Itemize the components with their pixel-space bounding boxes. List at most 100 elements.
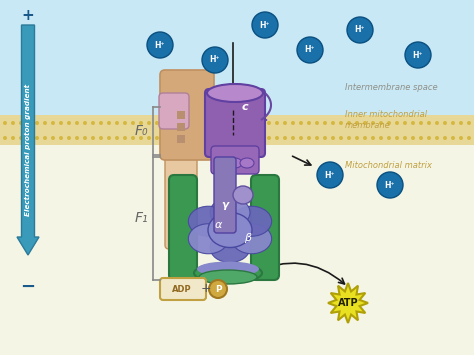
Circle shape xyxy=(179,121,183,125)
FancyBboxPatch shape xyxy=(165,141,197,249)
Text: H⁺: H⁺ xyxy=(385,180,395,190)
Circle shape xyxy=(139,136,143,140)
Ellipse shape xyxy=(194,263,262,283)
Circle shape xyxy=(35,136,39,140)
Circle shape xyxy=(163,121,167,125)
Circle shape xyxy=(323,136,327,140)
Circle shape xyxy=(59,136,63,140)
Bar xyxy=(0,115,474,130)
Circle shape xyxy=(211,136,215,140)
Circle shape xyxy=(83,121,87,125)
Text: H⁺: H⁺ xyxy=(210,55,220,65)
Circle shape xyxy=(323,121,327,125)
Text: H⁺: H⁺ xyxy=(305,45,315,55)
Circle shape xyxy=(3,136,7,140)
Circle shape xyxy=(11,121,15,125)
Circle shape xyxy=(179,136,183,140)
Circle shape xyxy=(347,17,373,43)
Circle shape xyxy=(243,121,247,125)
Circle shape xyxy=(355,136,359,140)
Circle shape xyxy=(59,121,63,125)
Text: H⁺: H⁺ xyxy=(325,170,335,180)
Circle shape xyxy=(283,121,287,125)
Circle shape xyxy=(107,136,111,140)
Ellipse shape xyxy=(228,158,242,168)
Circle shape xyxy=(451,136,455,140)
Circle shape xyxy=(259,121,263,125)
Circle shape xyxy=(243,136,247,140)
Circle shape xyxy=(451,121,455,125)
FancyBboxPatch shape xyxy=(160,70,214,160)
Circle shape xyxy=(187,121,191,125)
Circle shape xyxy=(209,280,227,298)
Circle shape xyxy=(371,121,375,125)
Polygon shape xyxy=(0,0,474,115)
Text: F₀: F₀ xyxy=(134,124,148,138)
Circle shape xyxy=(187,136,191,140)
Circle shape xyxy=(211,121,215,125)
Circle shape xyxy=(51,136,55,140)
Circle shape xyxy=(11,136,15,140)
Circle shape xyxy=(251,136,255,140)
Circle shape xyxy=(171,136,175,140)
Text: γ: γ xyxy=(221,200,228,210)
Ellipse shape xyxy=(207,84,263,102)
Circle shape xyxy=(331,121,335,125)
Circle shape xyxy=(435,121,439,125)
Circle shape xyxy=(203,121,207,125)
FancyBboxPatch shape xyxy=(214,157,236,233)
Ellipse shape xyxy=(232,224,272,254)
Circle shape xyxy=(267,121,271,125)
Circle shape xyxy=(291,121,295,125)
Circle shape xyxy=(91,121,95,125)
FancyArrow shape xyxy=(17,25,39,255)
Circle shape xyxy=(219,136,223,140)
Circle shape xyxy=(35,121,39,125)
Text: α: α xyxy=(214,220,222,230)
Circle shape xyxy=(427,121,431,125)
Circle shape xyxy=(377,172,403,198)
Circle shape xyxy=(347,136,351,140)
Circle shape xyxy=(467,121,471,125)
Circle shape xyxy=(387,136,391,140)
Text: −: − xyxy=(20,278,36,296)
Circle shape xyxy=(163,136,167,140)
Circle shape xyxy=(459,121,463,125)
Ellipse shape xyxy=(233,186,253,204)
Circle shape xyxy=(131,121,135,125)
Circle shape xyxy=(195,121,199,125)
Circle shape xyxy=(147,121,151,125)
Circle shape xyxy=(67,136,71,140)
Circle shape xyxy=(339,121,343,125)
Circle shape xyxy=(379,136,383,140)
Circle shape xyxy=(75,121,79,125)
Circle shape xyxy=(19,136,23,140)
Text: F₁: F₁ xyxy=(134,212,148,225)
FancyBboxPatch shape xyxy=(205,89,265,157)
Circle shape xyxy=(459,136,463,140)
Ellipse shape xyxy=(197,262,259,277)
Circle shape xyxy=(315,136,319,140)
Circle shape xyxy=(379,121,383,125)
Circle shape xyxy=(147,136,151,140)
Circle shape xyxy=(267,136,271,140)
FancyBboxPatch shape xyxy=(160,278,206,300)
Circle shape xyxy=(202,47,228,73)
Circle shape xyxy=(3,121,7,125)
Ellipse shape xyxy=(216,158,230,168)
Ellipse shape xyxy=(188,224,228,254)
Text: ATP: ATP xyxy=(337,298,358,308)
Circle shape xyxy=(403,121,407,125)
Text: Mitochondrial matrix: Mitochondrial matrix xyxy=(345,160,432,169)
Circle shape xyxy=(307,136,311,140)
Circle shape xyxy=(195,136,199,140)
Circle shape xyxy=(43,136,47,140)
Circle shape xyxy=(43,121,47,125)
Circle shape xyxy=(427,136,431,140)
Text: +: + xyxy=(22,7,35,22)
Circle shape xyxy=(147,32,173,58)
Circle shape xyxy=(259,136,263,140)
Circle shape xyxy=(339,136,343,140)
Circle shape xyxy=(419,136,423,140)
FancyBboxPatch shape xyxy=(159,93,189,129)
